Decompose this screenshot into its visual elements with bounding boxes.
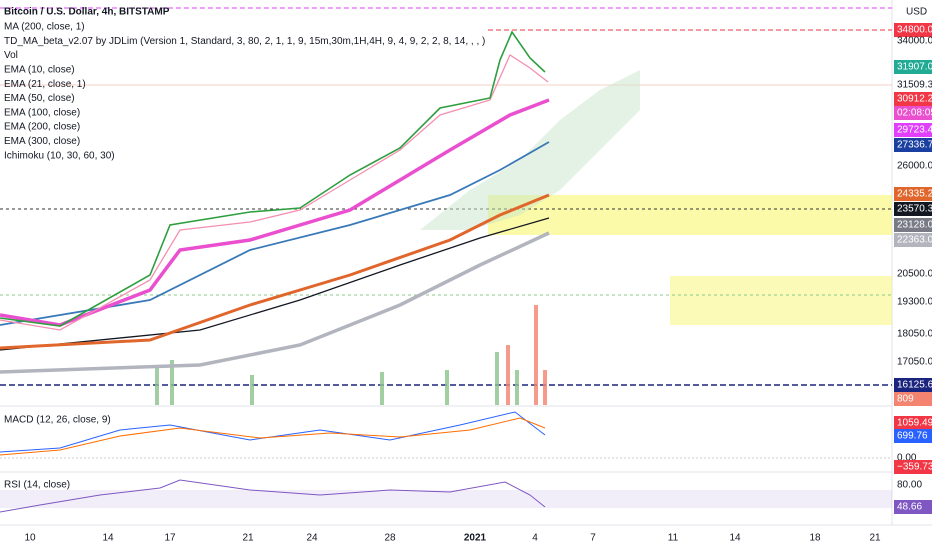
macd-axis-label: 1059.49 — [897, 418, 932, 429]
macd-tag — [894, 460, 932, 474]
indicator-label: EMA (200, close) — [4, 122, 80, 133]
rsi — [0, 479, 892, 513]
date-label: 24 — [306, 533, 318, 544]
date-label: 4 — [532, 533, 538, 544]
pane-borders — [0, 0, 932, 526]
price-tag — [894, 187, 932, 201]
price-label: 24335.27 — [897, 189, 932, 200]
date-label: 18 — [809, 533, 821, 544]
ema-lines — [0, 30, 550, 374]
price-label: 23128.01 — [897, 220, 932, 231]
date-label: 14 — [102, 533, 114, 544]
macd-axis-label: −359.73 — [897, 462, 932, 473]
currency: USD — [906, 7, 927, 18]
price-tag — [894, 392, 932, 406]
level-lines — [0, 7, 892, 386]
price-label: 31509.34 — [897, 80, 932, 91]
price-tag — [894, 92, 932, 106]
indicator-label: MA (200, close, 1) — [4, 22, 85, 33]
volume — [155, 305, 547, 405]
date-label: 2021 — [464, 533, 487, 544]
date-label: 11 — [668, 533, 679, 544]
price-tag — [894, 233, 932, 247]
price-label: 17050.00 — [897, 357, 932, 368]
macd-axis-label: 0.00 — [897, 453, 917, 464]
rsi-axis-label: 80.00 — [897, 480, 922, 491]
zone — [670, 276, 892, 325]
price-tag — [894, 23, 932, 37]
price-label: 27336.70 — [897, 140, 932, 151]
price-label: 30912.21 — [897, 94, 932, 105]
price-tag — [894, 106, 932, 120]
price-tag — [894, 60, 932, 74]
indicator-label: EMA (100, close) — [4, 107, 80, 118]
price-label: 809 — [897, 394, 914, 405]
price-label: 16125.64 — [897, 380, 932, 391]
pane-label: RSI (14, close) — [4, 480, 70, 491]
indicator-label: EMA (10, close) — [4, 65, 75, 76]
cloud — [420, 70, 640, 230]
chart-title: Bitcoin / U.S. Dollar, 4h, BITSTAMP — [4, 7, 170, 18]
price-label: 29723.49 — [897, 125, 932, 136]
price-tag — [894, 138, 932, 152]
date-label: 21 — [242, 533, 254, 544]
price-label: 26000.00 — [897, 161, 932, 172]
price-label: 19300.00 — [897, 297, 932, 308]
pane-label: MACD (12, 26, close, 9) — [4, 415, 111, 426]
date-label: 14 — [729, 533, 741, 544]
indicator-label: Vol — [4, 50, 18, 61]
price-tag — [894, 123, 932, 137]
indicator-label: EMA (21, close, 1) — [4, 79, 86, 90]
indicator-label: TD_MA_beta_v2.07 by JDLim (Version 1, St… — [4, 36, 485, 47]
date-label: 21 — [869, 533, 881, 544]
rsi-tag — [894, 500, 932, 514]
date-label: 28 — [384, 533, 396, 544]
indicator-label: EMA (300, close) — [4, 136, 80, 147]
date-label: 7 — [590, 533, 596, 544]
macd-axis-label: 699.76 — [897, 431, 928, 442]
date-label: 10 — [24, 533, 36, 544]
price-label: 20500.00 — [897, 269, 932, 280]
indicator-label: EMA (50, close) — [4, 93, 75, 104]
date-label: 17 — [164, 533, 176, 544]
macd-tag — [894, 429, 932, 443]
zone — [488, 195, 892, 235]
price-label: 18050.00 — [897, 329, 932, 340]
price-label: 31907.02 — [897, 62, 932, 73]
indicator-label: Ichimoku (10, 30, 60, 30) — [4, 150, 115, 161]
price-label: 34000.00 — [897, 36, 932, 47]
macd-lines — [0, 411, 892, 459]
price-label: 02:08:05 — [897, 108, 932, 119]
price-label: 22363.07 — [897, 235, 932, 246]
rsi-axis-label: 48.66 — [897, 502, 922, 513]
price-tag — [894, 218, 932, 232]
price-tag — [894, 202, 932, 216]
macd-tag — [894, 416, 932, 430]
price-label: 23570.32 — [897, 204, 932, 215]
price-tag — [894, 378, 932, 392]
price-label: 34800.00 — [897, 25, 932, 36]
